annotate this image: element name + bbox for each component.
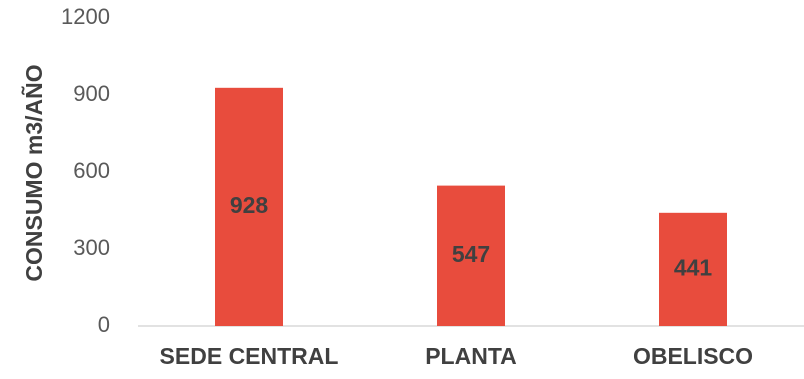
bars-group [215, 87, 727, 327]
bar [659, 212, 727, 326]
x-axis-labels: SEDE CENTRAL PLANTA OBELISCO [160, 343, 754, 369]
y-axis-ticks: 0 300 600 900 1200 [61, 4, 110, 337]
bar-value-label: 928 [230, 192, 269, 218]
x-category-label: PLANTA [425, 343, 517, 369]
bar [215, 87, 283, 327]
y-tick-label: 300 [73, 235, 110, 260]
bar [437, 185, 505, 326]
y-tick-label: 0 [98, 312, 110, 337]
y-axis-title: CONSUMO m3/AÑO [20, 64, 47, 281]
y-tick-label: 900 [73, 81, 110, 106]
bar-value-label: 441 [674, 254, 713, 280]
x-category-label: OBELISCO [633, 343, 753, 369]
y-tick-label: 600 [73, 158, 110, 183]
data-labels-group: 928 547 441 [230, 192, 713, 280]
x-category-label: SEDE CENTRAL [160, 343, 339, 369]
y-tick-label: 1200 [61, 4, 110, 29]
bar-value-label: 547 [452, 241, 490, 267]
